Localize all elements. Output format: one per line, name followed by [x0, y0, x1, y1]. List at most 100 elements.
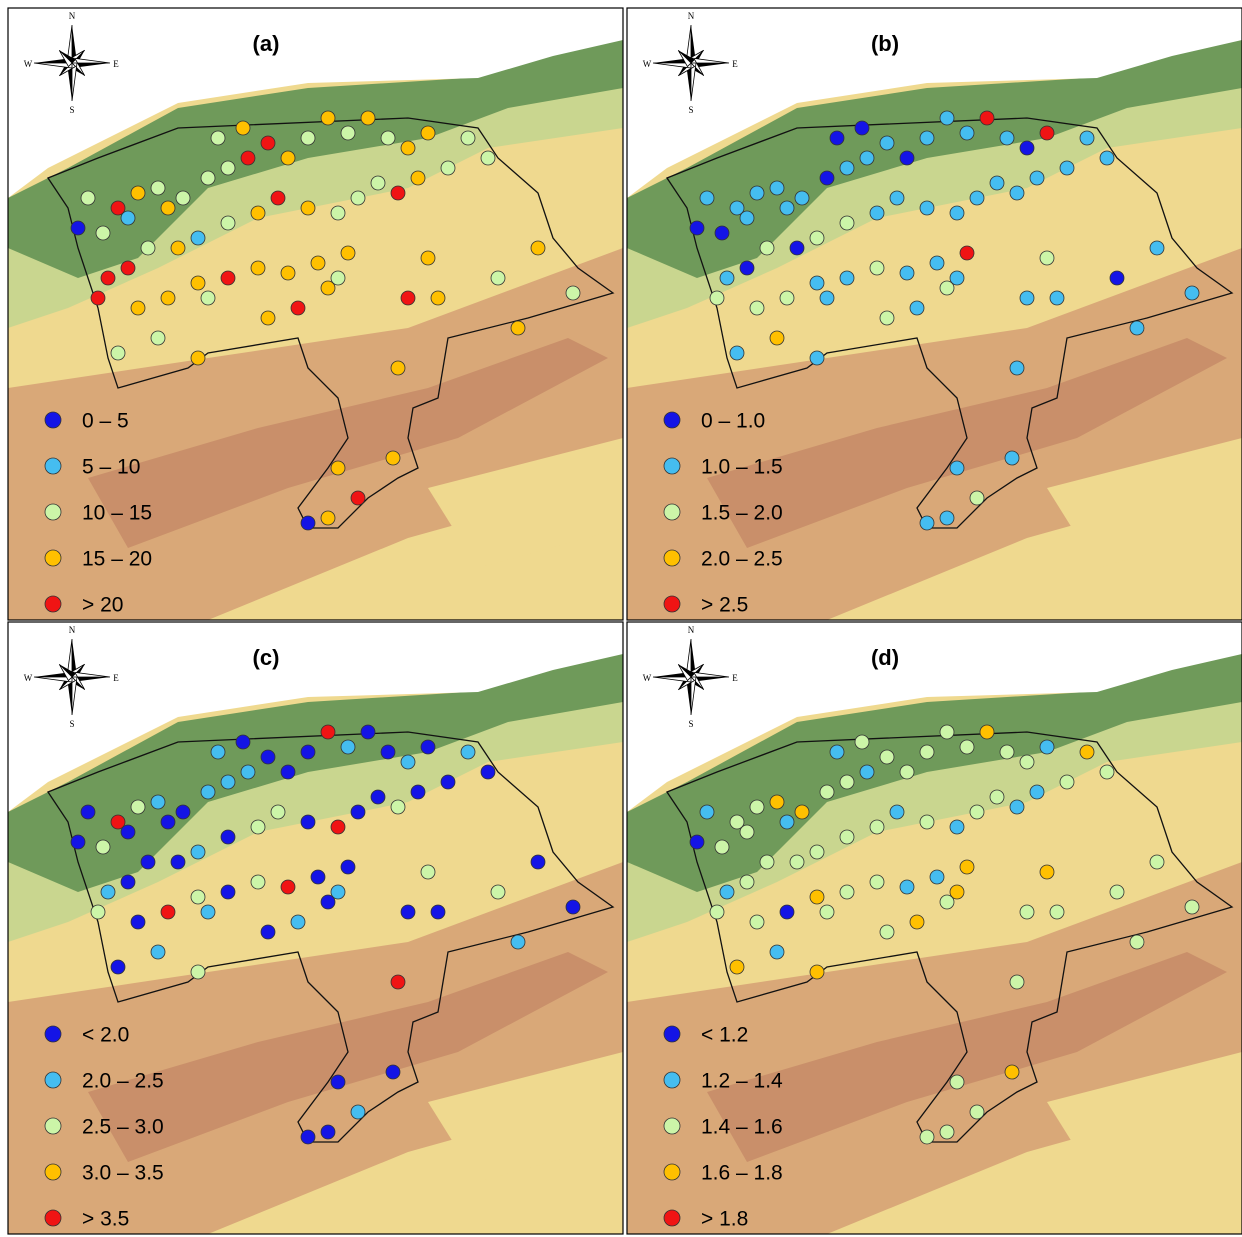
station [1005, 451, 1019, 465]
station [251, 206, 265, 220]
legend-label: > 3.5 [82, 1208, 129, 1231]
station [511, 321, 525, 335]
compass-s: S [69, 105, 74, 115]
station [361, 111, 375, 125]
station [880, 925, 894, 939]
station [1020, 905, 1034, 919]
station [900, 151, 914, 165]
station [221, 775, 235, 789]
station [176, 191, 190, 205]
station [1050, 291, 1064, 305]
station [840, 216, 854, 230]
station [381, 745, 395, 759]
station [1020, 141, 1034, 155]
station [291, 915, 305, 929]
station [900, 880, 914, 894]
station [970, 191, 984, 205]
station [820, 171, 834, 185]
station [391, 975, 405, 989]
station [341, 246, 355, 260]
station [281, 765, 295, 779]
panel-label: (c) [253, 645, 280, 670]
station [411, 785, 425, 799]
station [1080, 745, 1094, 759]
station [191, 231, 205, 245]
panel-label: (a) [253, 31, 280, 56]
station [810, 845, 824, 859]
station [870, 261, 884, 275]
station [341, 126, 355, 140]
legend-label: 0 – 5 [82, 410, 129, 433]
station [1010, 800, 1024, 814]
station [920, 745, 934, 759]
station [840, 830, 854, 844]
station [720, 271, 734, 285]
station [1010, 186, 1024, 200]
legend-label: 5 – 10 [82, 456, 140, 479]
station [970, 805, 984, 819]
station [710, 291, 724, 305]
station [960, 246, 974, 260]
station [990, 176, 1004, 190]
legend-label: < 1.2 [701, 1024, 748, 1047]
station [950, 1075, 964, 1089]
station [431, 905, 445, 919]
station [880, 750, 894, 764]
station [421, 865, 435, 879]
station [960, 860, 974, 874]
station [930, 870, 944, 884]
station [251, 261, 265, 275]
station [810, 276, 824, 290]
station [131, 186, 145, 200]
station [321, 511, 335, 525]
station [1005, 1065, 1019, 1079]
station [141, 241, 155, 255]
station [950, 461, 964, 475]
station [790, 855, 804, 869]
station [820, 785, 834, 799]
station [750, 915, 764, 929]
station [221, 216, 235, 230]
station [211, 745, 225, 759]
station [795, 191, 809, 205]
station [920, 516, 934, 530]
legend-swatch [45, 596, 61, 612]
station [101, 271, 115, 285]
legend-label: 1.4 – 1.6 [701, 1116, 783, 1139]
station [301, 516, 315, 530]
map-panel: NSWE(b)0 – 1.01.0 – 1.51.5 – 2.02.0 – 2.… [627, 8, 1242, 620]
station [900, 765, 914, 779]
station [151, 795, 165, 809]
station [1030, 785, 1044, 799]
station [151, 181, 165, 195]
station [281, 151, 295, 165]
station [1185, 286, 1199, 300]
station [331, 1075, 345, 1089]
legend-swatch [664, 1118, 680, 1134]
station [251, 820, 265, 834]
legend-swatch [45, 1210, 61, 1226]
station [236, 121, 250, 135]
station [770, 945, 784, 959]
legend-label: 15 – 20 [82, 548, 152, 571]
station [830, 745, 844, 759]
station [795, 805, 809, 819]
station [1040, 126, 1054, 140]
station [820, 291, 834, 305]
station [261, 750, 275, 764]
station [261, 925, 275, 939]
station [1000, 131, 1014, 145]
station [870, 875, 884, 889]
figure: NSWE(a)0 – 55 – 1010 – 1515 – 20> 20NSWE… [0, 0, 1242, 1237]
station [221, 830, 235, 844]
station [311, 870, 325, 884]
compass-n: N [688, 11, 695, 21]
compass-w: W [643, 673, 652, 683]
station [690, 835, 704, 849]
station [1060, 161, 1074, 175]
station [760, 241, 774, 255]
terrain [627, 8, 1242, 620]
station [91, 905, 105, 919]
station [351, 491, 365, 505]
